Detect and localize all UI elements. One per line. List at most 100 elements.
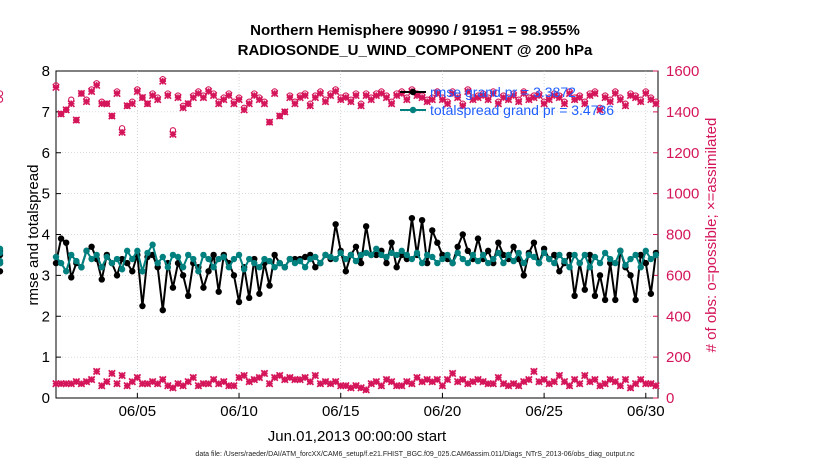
totalspread-point (352, 257, 360, 265)
obs-assimilated-point (67, 99, 76, 108)
obs-low-point (641, 379, 650, 388)
x-tick-label: 06/15 (322, 403, 360, 420)
totalspread-point (73, 257, 80, 265)
y-tick-label-left: 5 (42, 186, 50, 203)
rmse-point (500, 251, 507, 259)
totalspread-point (434, 259, 441, 267)
totalspread-point (484, 259, 492, 267)
obs-low-point (453, 377, 462, 386)
totalspread-point (637, 264, 644, 271)
rmse-point (474, 235, 482, 242)
totalspread-point (327, 253, 334, 261)
totalspread-point (317, 259, 324, 267)
totalspread-point (312, 253, 319, 261)
obs-low-point (92, 367, 101, 376)
obs-assimilated-point (565, 89, 574, 98)
totalspread-point (449, 259, 456, 267)
obs-assimilated-point (591, 89, 599, 98)
rmse-point (159, 306, 166, 314)
obs-assimilated-point (484, 95, 492, 104)
obs-assimilated-point (291, 99, 299, 108)
obs-assimilated-point (382, 93, 391, 102)
totalspread-point (622, 261, 629, 269)
obs-low-point (143, 379, 152, 388)
data-file-footer: data file: /Users/raeder/DAI/ATM_forcXX/… (195, 451, 635, 458)
obs-assimilated-point (214, 99, 223, 108)
obs-low-point (626, 383, 635, 392)
totalspread-point (368, 251, 375, 259)
obs-assimilated-point (494, 99, 503, 108)
obs-assimilated-point (504, 95, 513, 104)
obs-assimilated-point (352, 91, 360, 100)
rmse-point (530, 239, 538, 246)
totalspread-point (93, 251, 100, 259)
totalspread-point (52, 253, 60, 261)
obs-low-point (362, 386, 370, 394)
totalspread-point (652, 251, 660, 259)
chart-subtitle: RADIOSONDE_U_WIND_COMPONENT @ 200 hPa (237, 42, 593, 59)
obs-low-point (275, 371, 284, 380)
obs-low-point (499, 379, 508, 388)
totalspread-point (62, 268, 70, 275)
obs-low-point (504, 381, 513, 390)
totalspread-point (530, 253, 538, 261)
obs-low-point (382, 375, 391, 384)
totalspread-point (266, 257, 273, 265)
rmse-point (362, 223, 370, 230)
totalspread-point (256, 264, 263, 271)
obs-low-point (428, 377, 437, 386)
obs-assimilated-point (647, 95, 655, 104)
rmse-point (312, 264, 319, 271)
axis-ticks: 0 1 2 3 4 5 6 7 8 0 200 400 600 800 1000 1200 1400 1600 06… (42, 63, 700, 420)
obs-low-point (316, 379, 325, 388)
obs-assimilated-point (128, 99, 137, 108)
obs-assimilated-point (138, 93, 147, 102)
totalspread-point (373, 245, 380, 253)
totalspread-point (205, 255, 212, 263)
obs-low-point (82, 377, 91, 386)
obs-assimilated-point (235, 95, 243, 104)
obs-low-point (423, 375, 431, 384)
obs-assimilated-point (311, 93, 320, 102)
obs-low-point (458, 375, 467, 384)
totalspread-point (612, 259, 619, 267)
obs-low-point (87, 375, 96, 384)
obs-assimilated-point (397, 89, 406, 98)
obs-assimilated-point (458, 101, 467, 110)
obs-assimilated-point (174, 93, 182, 102)
obs-assimilated-point (296, 93, 304, 102)
rmse-point (332, 221, 339, 228)
obs-assimilated-point (560, 99, 569, 108)
obs-assimilated-point (184, 99, 192, 108)
obs-assimilated-point (418, 93, 426, 102)
rmse-point (179, 272, 187, 279)
obs-low-point (413, 373, 421, 382)
obs-assimilated-point (143, 99, 152, 108)
rmse-point (388, 239, 395, 246)
obs-low-point (433, 375, 442, 384)
obs-low-point (448, 369, 457, 378)
obs-low-point (530, 367, 538, 376)
totalspread-point (103, 253, 111, 261)
totalspread-point (347, 251, 355, 259)
obs-assimilated-point (260, 99, 269, 108)
totalspread-point (154, 259, 161, 267)
rmse-point (464, 247, 472, 255)
obs-low-point (601, 379, 609, 388)
obs-low-point (596, 381, 604, 390)
rmse-point (596, 272, 604, 279)
obs-low-point (235, 373, 243, 382)
totalspread-point (210, 264, 217, 271)
totalspread-point (118, 266, 126, 273)
obs-assimilated-point (514, 97, 523, 106)
obs-low-point (408, 379, 416, 388)
totalspread-point (291, 259, 299, 267)
obs-low-point (514, 381, 523, 390)
totalspread-point (556, 251, 563, 259)
obs-assimilated-point (575, 93, 584, 102)
obs-assimilated-point (97, 99, 106, 108)
totalspread-point (454, 249, 461, 257)
totalspread-point (378, 251, 385, 259)
totalspread-point (357, 251, 365, 259)
obs-assimilated-point (281, 108, 289, 116)
